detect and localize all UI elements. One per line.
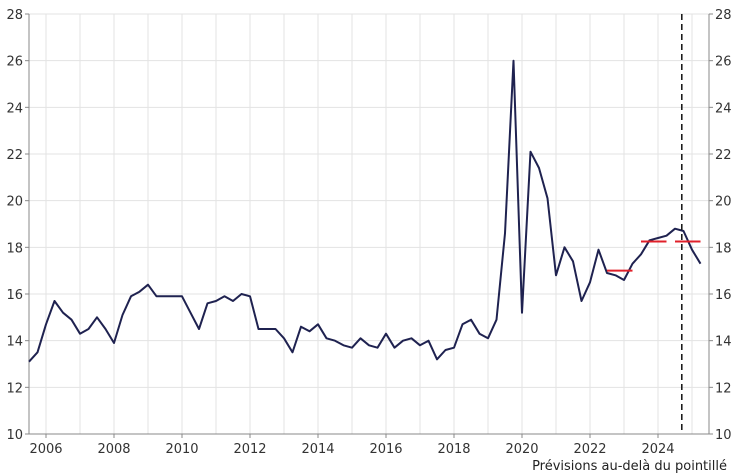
y-tick-label-right: 12 xyxy=(715,381,732,396)
average-markers xyxy=(607,240,701,272)
x-tick-label: 2006 xyxy=(29,442,62,457)
y-tick-label-right: 24 xyxy=(715,101,732,116)
y-tick-label-right: 28 xyxy=(715,8,732,23)
y-tick-label-right: 20 xyxy=(715,195,732,210)
y-tick-label-right: 26 xyxy=(715,55,732,70)
x-tick-label: 2008 xyxy=(97,442,130,457)
y-axis-right: 10 12 14 16 18 20 22 24 26 28 xyxy=(709,8,732,443)
series-layer xyxy=(28,59,702,363)
y-tick-label-left: 16 xyxy=(6,288,23,303)
plot-frame xyxy=(28,14,710,435)
x-tick-label: 2022 xyxy=(573,442,606,457)
x-tick-label: 2014 xyxy=(301,442,334,457)
x-tick-label: 2024 xyxy=(641,442,674,457)
gridlines xyxy=(29,13,709,435)
x-tick-label: 2012 xyxy=(233,442,266,457)
y-tick-label-right: 18 xyxy=(715,241,732,256)
y-tick-label-right: 16 xyxy=(715,288,732,303)
forecast-note: Prévisions au-delà du pointillé xyxy=(532,459,727,474)
y-tick-label-left: 28 xyxy=(6,8,23,23)
y-tick-label-left: 14 xyxy=(6,335,23,350)
x-tick-label: 2016 xyxy=(369,442,402,457)
y-tick-label-left: 26 xyxy=(6,55,23,70)
y-tick-label-right: 10 xyxy=(715,428,732,443)
y-axis-left: 10 12 14 16 18 20 22 24 26 28 xyxy=(6,8,29,443)
x-tick-label: 2020 xyxy=(505,442,538,457)
x-axis: 2006 2008 2010 2012 2014 2016 2018 2020 2022 2024 xyxy=(29,434,675,457)
y-tick-label-left: 18 xyxy=(6,241,23,256)
y-tick-label-right: 14 xyxy=(715,335,732,350)
y-tick-label-right: 22 xyxy=(715,148,732,163)
y-tick-label-left: 22 xyxy=(6,148,23,163)
y-tick-label-left: 24 xyxy=(6,101,23,116)
y-tick-label-left: 10 xyxy=(6,428,23,443)
y-tick-label-left: 12 xyxy=(6,381,23,396)
x-tick-label: 2018 xyxy=(437,442,470,457)
series-line xyxy=(28,59,702,363)
y-tick-label-left: 20 xyxy=(6,195,23,210)
x-tick-label: 2010 xyxy=(165,442,198,457)
